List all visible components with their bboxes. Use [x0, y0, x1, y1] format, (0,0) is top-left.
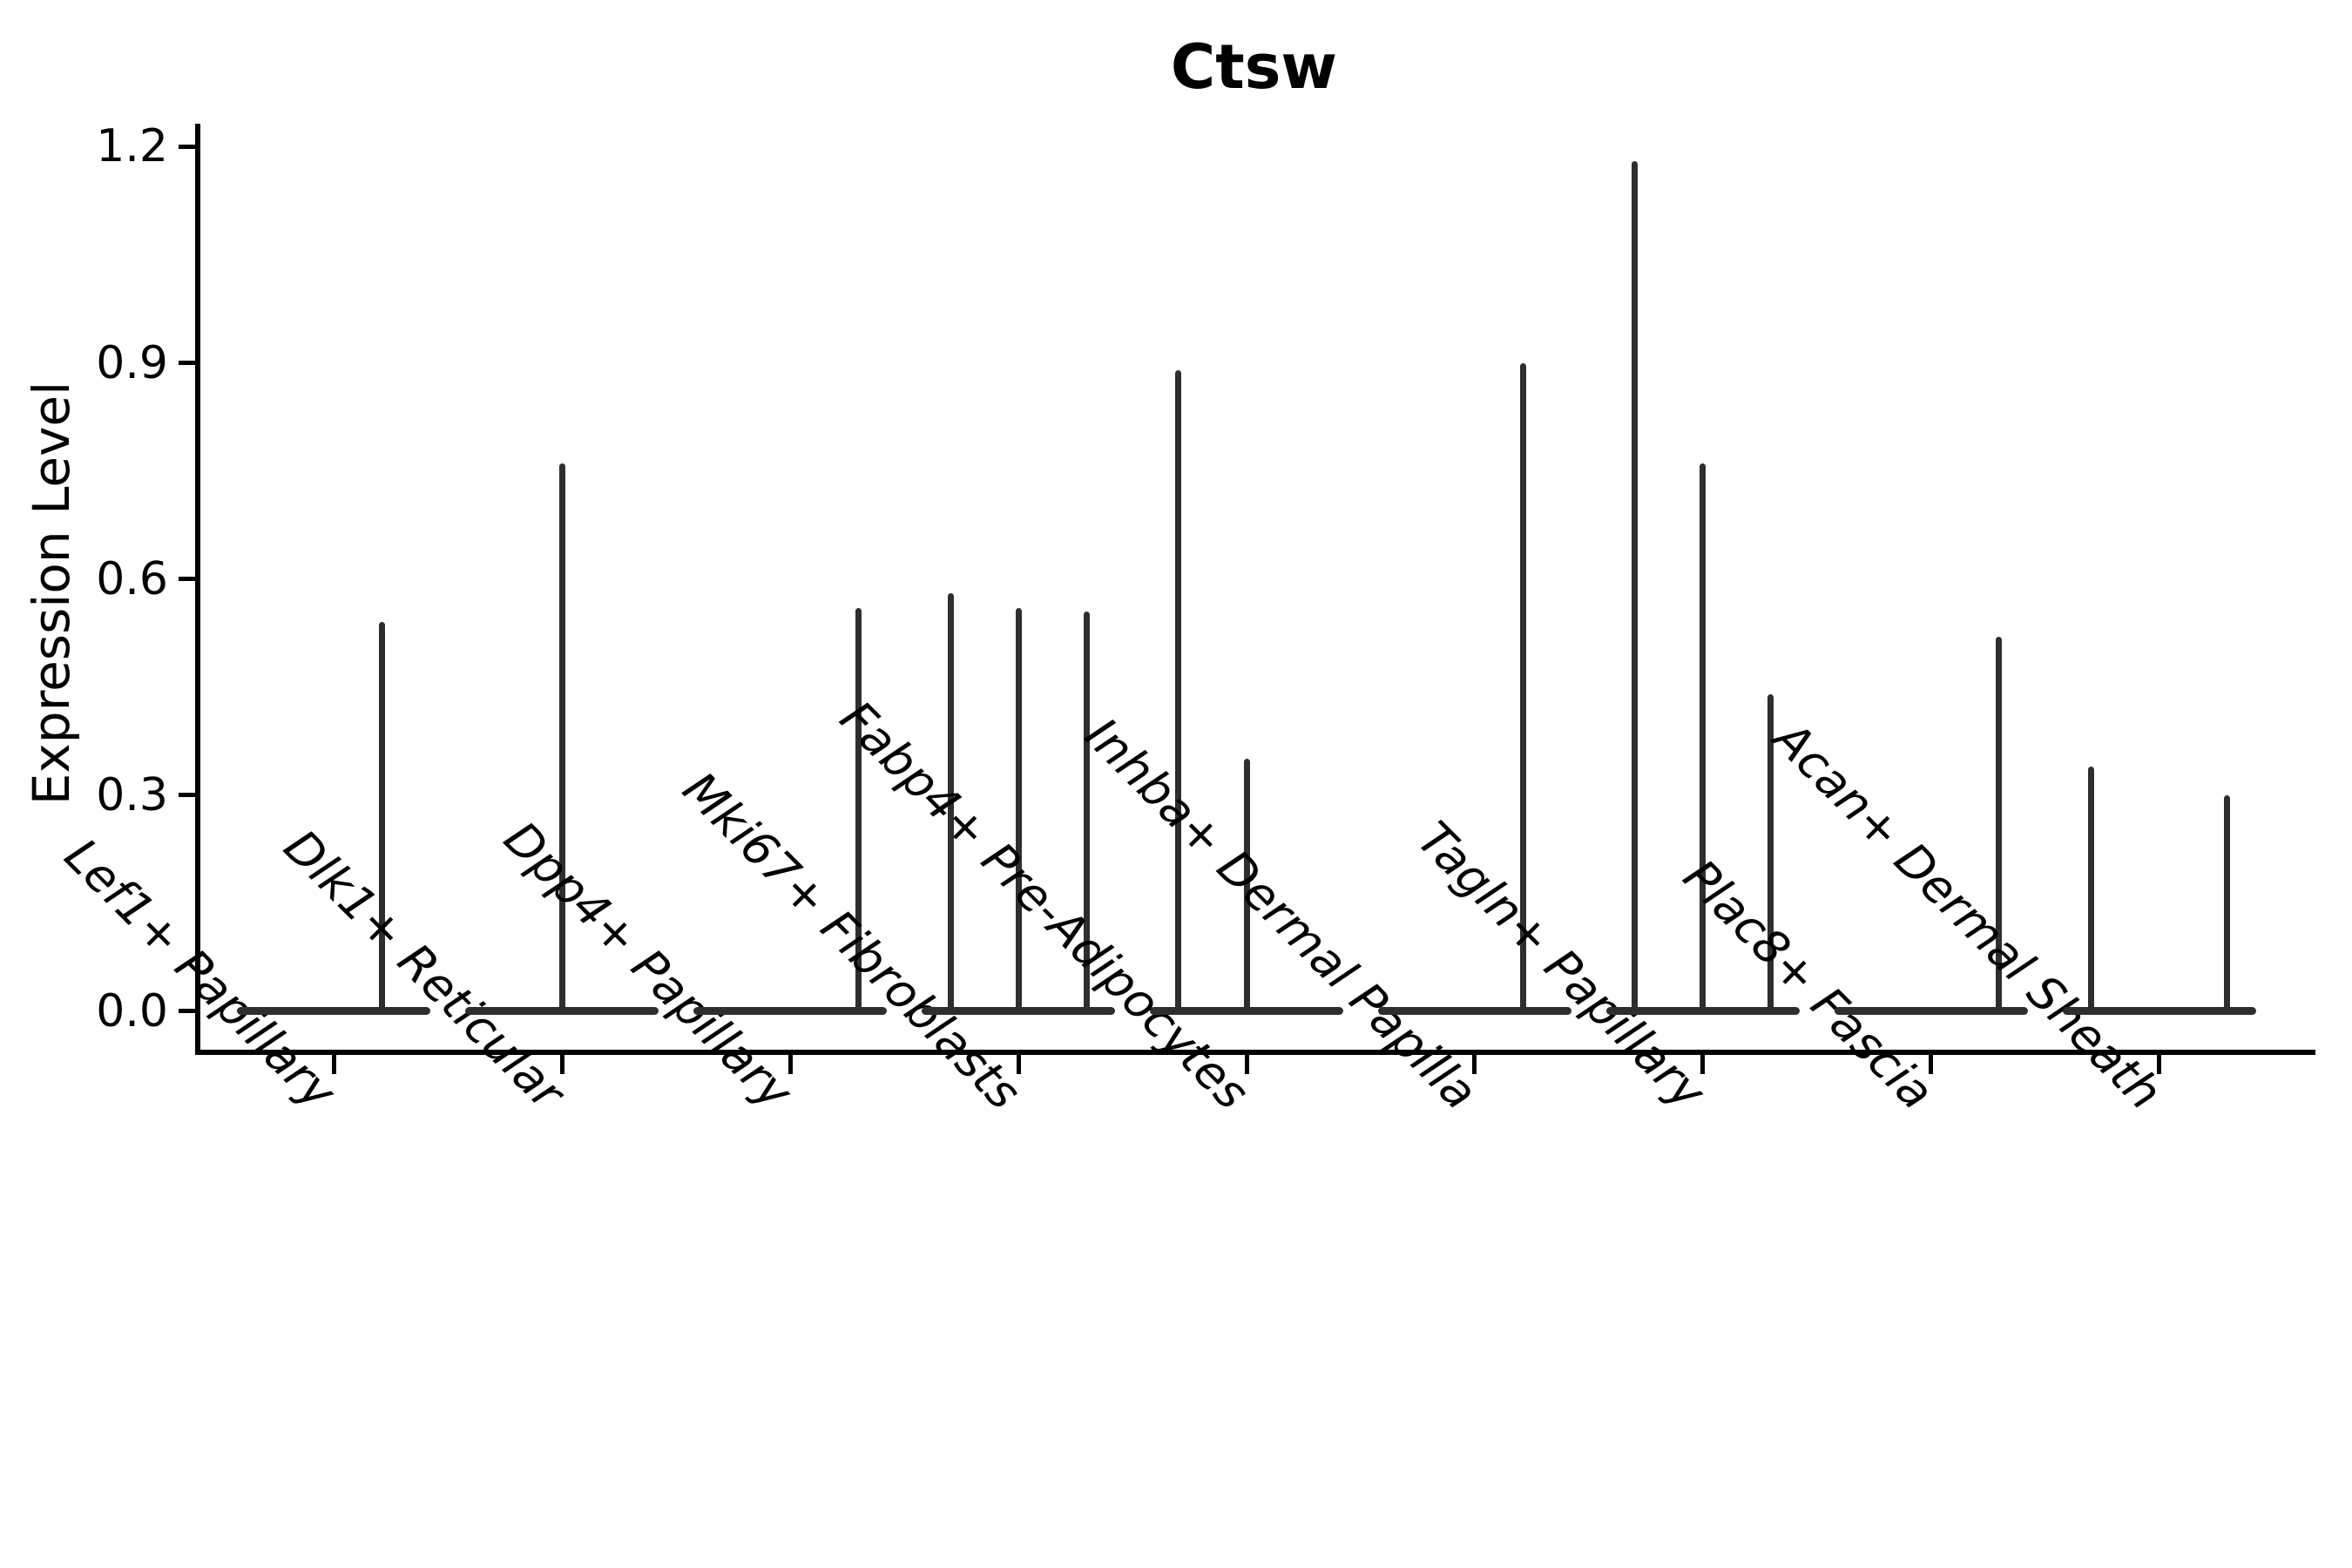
y-tick: [179, 361, 198, 366]
x-tick-label: Acan+ Dermal Sheath: [1762, 711, 2173, 1120]
y-tick: [179, 793, 198, 798]
violin-spike: [1015, 607, 1022, 1015]
y-tick-label: 0.9: [96, 336, 168, 389]
violin-spike: [1175, 369, 1182, 1015]
violin-baseline: [1377, 1007, 1571, 1016]
x-tick: [1700, 1055, 1706, 1074]
violin-spike: [1996, 636, 2003, 1015]
violin-spike: [855, 607, 862, 1015]
violin-spike: [1519, 362, 1526, 1015]
x-tick: [787, 1055, 793, 1074]
x-tick-label: Mki67+ Fibroblasts: [672, 761, 1031, 1120]
x-tick: [1244, 1055, 1249, 1074]
x-tick: [1016, 1055, 1021, 1074]
x-tick: [331, 1055, 336, 1074]
violin-spike: [2088, 766, 2095, 1015]
x-tick-label: Inhba+ Dermal Papilla: [1074, 707, 1488, 1120]
y-tick: [179, 577, 198, 582]
violin-spike: [1700, 463, 1707, 1015]
x-tick: [559, 1055, 564, 1074]
x-tick-label: Tagln+ Papillary: [1406, 811, 1716, 1120]
y-tick-label: 0.3: [96, 768, 168, 821]
violin-spike: [558, 463, 565, 1015]
x-tick: [1472, 1055, 1477, 1074]
violin-baseline: [693, 1007, 888, 1016]
y-axis-line: [195, 124, 200, 1055]
y-tick-label: 1.2: [96, 120, 168, 173]
violin-spike: [1083, 611, 1090, 1015]
violin-spike: [1767, 693, 1774, 1015]
y-tick: [179, 1009, 198, 1014]
x-tick: [1929, 1055, 1934, 1074]
x-tick-label: Fabp4+ Pre-Adipocytes: [829, 690, 1260, 1120]
chart-title: Ctsw: [1170, 31, 1338, 103]
violin-spike: [1243, 759, 1250, 1015]
violin-baseline: [2062, 1007, 2256, 1016]
y-tick-label: 0.0: [96, 984, 168, 1037]
violin-baseline: [1834, 1007, 2028, 1016]
violin-spike: [379, 622, 386, 1015]
x-axis-line: [195, 1050, 2315, 1055]
x-tick: [2157, 1055, 2162, 1074]
violin-baseline: [237, 1007, 431, 1016]
violin-spike: [947, 593, 954, 1015]
violin-spike: [2224, 794, 2231, 1015]
violin-spike: [1632, 161, 1639, 1015]
y-tick-label: 0.6: [96, 552, 168, 605]
x-tick-label: Plac8+ Fascia: [1673, 848, 1944, 1120]
y-tick: [179, 144, 198, 149]
